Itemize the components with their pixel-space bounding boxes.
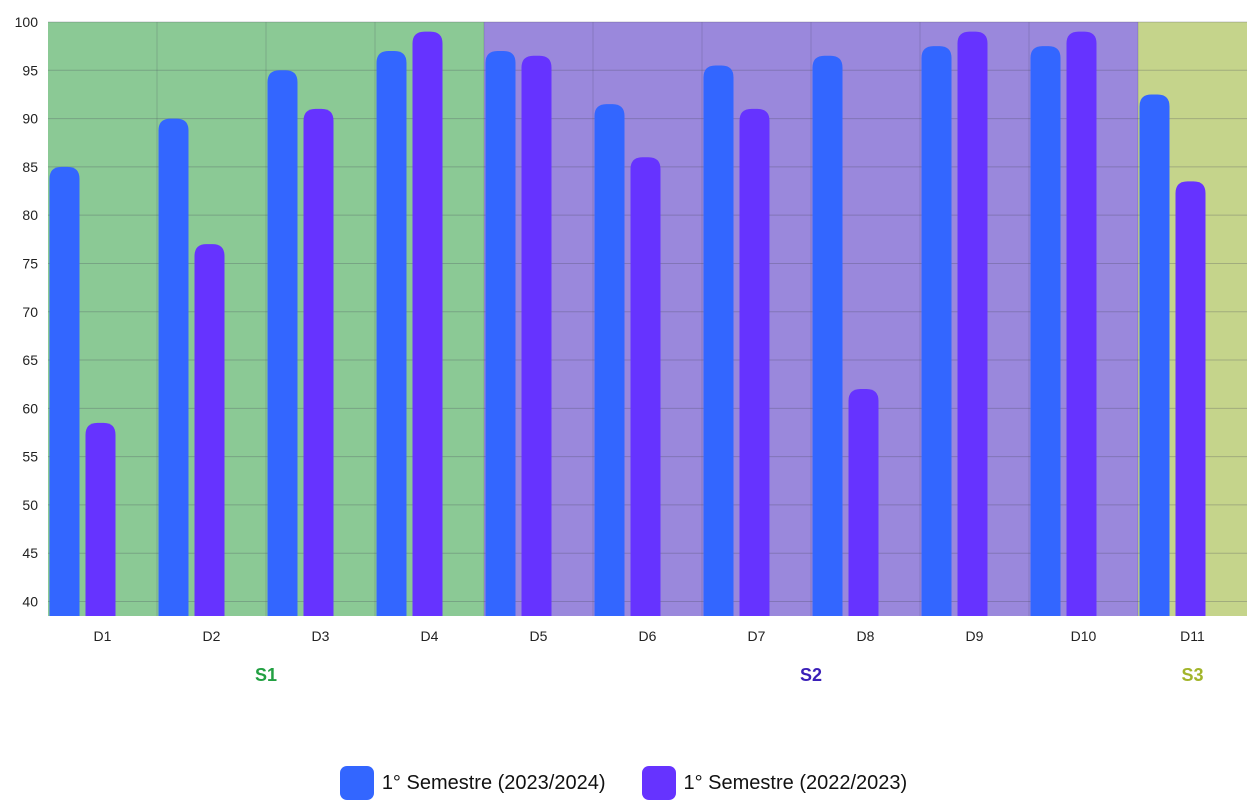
x-tick-label-d1: D1 [94, 628, 112, 644]
bar-d7-series-1[interactable] [703, 65, 734, 616]
bar-d2-series-2[interactable] [194, 244, 225, 616]
x-tick-label-d3: D3 [312, 628, 330, 644]
x-tick-label-d5: D5 [530, 628, 548, 644]
x-tick-label-d4: D4 [421, 628, 439, 644]
y-tick-label: 100 [15, 14, 39, 30]
bar-d10-series-2[interactable] [1066, 31, 1097, 617]
group-band-s1 [48, 22, 484, 616]
bar-d7-series-2[interactable] [739, 108, 770, 617]
y-tick-label: 75 [22, 255, 38, 271]
y-tick-label: 95 [22, 62, 38, 78]
x-tick-label-d2: D2 [203, 628, 221, 644]
legend-swatch-series-2 [641, 766, 676, 800]
grouped-bar-chart: S1 S2 S3 40 45 50 55 60 65 70 75 80 85 90 95 100 D1 D2 D3 D… [15, 14, 1247, 685]
bar-d10-series-1[interactable] [1030, 46, 1061, 616]
y-tick-label: 60 [22, 400, 38, 416]
x-tick-label-d6: D6 [639, 628, 657, 644]
y-tick-label: 80 [22, 207, 38, 223]
group-band-s2 [484, 22, 1138, 616]
bars [49, 31, 1206, 617]
x-tick-label-d10: D10 [1071, 628, 1097, 644]
y-tick-label: 65 [22, 352, 38, 368]
y-tick-label: 40 [22, 594, 38, 610]
bar-d5-series-1[interactable] [485, 50, 516, 617]
bar-d5-series-2[interactable] [521, 55, 552, 617]
group-label-s3: S3 [1181, 665, 1203, 685]
y-tick-label: 45 [22, 545, 38, 561]
bar-d9-series-1[interactable] [921, 46, 952, 616]
bar-d2-series-1[interactable] [158, 118, 189, 617]
y-tick-label: 55 [22, 449, 38, 465]
legend-swatch-series-1 [339, 766, 374, 800]
bar-d6-series-2[interactable] [630, 157, 661, 616]
bar-d11-series-1[interactable] [1139, 94, 1170, 616]
x-tick-label-d8: D8 [857, 628, 875, 644]
x-tick-label-d11: D11 [1180, 628, 1205, 644]
bar-d1-series-1[interactable] [49, 166, 80, 616]
y-tick-label: 70 [22, 304, 38, 320]
legend: 1° Semestre (2023/2024) 1° Semestre (202… [0, 766, 1247, 800]
legend-label-series-2: 1° Semestre (2022/2023) [683, 771, 908, 794]
bar-d3-series-2[interactable] [303, 108, 334, 617]
group-label-s1: S1 [255, 665, 277, 685]
bar-d3-series-1[interactable] [267, 70, 298, 617]
bar-d9-series-2[interactable] [957, 31, 988, 617]
x-tick-label-d9: D9 [966, 628, 984, 644]
bar-d4-series-1[interactable] [376, 50, 407, 617]
bar-d11-series-2[interactable] [1175, 181, 1206, 617]
y-tick-label: 90 [22, 111, 38, 127]
x-tick-label-d7: D7 [748, 628, 766, 644]
bar-d4-series-2[interactable] [412, 31, 443, 617]
bar-d8-series-1[interactable] [812, 55, 843, 617]
group-backgrounds [48, 22, 1247, 616]
legend-label-series-1: 1° Semestre (2023/2024) [381, 771, 606, 794]
bar-d1-series-2[interactable] [85, 422, 116, 616]
axes: S1 S2 S3 40 45 50 55 60 65 70 75 80 85 90 95 100 D1 D2 D3 D… [15, 14, 1205, 685]
legend-item-series-2[interactable]: 1° Semestre (2022/2023) [641, 766, 908, 800]
bar-d6-series-1[interactable] [594, 104, 625, 616]
y-tick-label: 85 [22, 159, 38, 175]
bar-d8-series-2[interactable] [848, 389, 879, 616]
y-tick-label: 50 [22, 497, 38, 513]
legend-item-series-1[interactable]: 1° Semestre (2023/2024) [339, 766, 606, 800]
group-label-s2: S2 [800, 665, 822, 685]
